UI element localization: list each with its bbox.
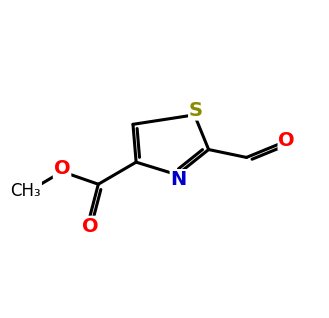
Text: O: O [82, 217, 99, 236]
Text: N: N [170, 170, 187, 189]
Text: O: O [278, 131, 295, 149]
Text: S: S [189, 100, 203, 120]
Text: CH₃: CH₃ [11, 182, 41, 199]
Text: O: O [54, 159, 70, 178]
